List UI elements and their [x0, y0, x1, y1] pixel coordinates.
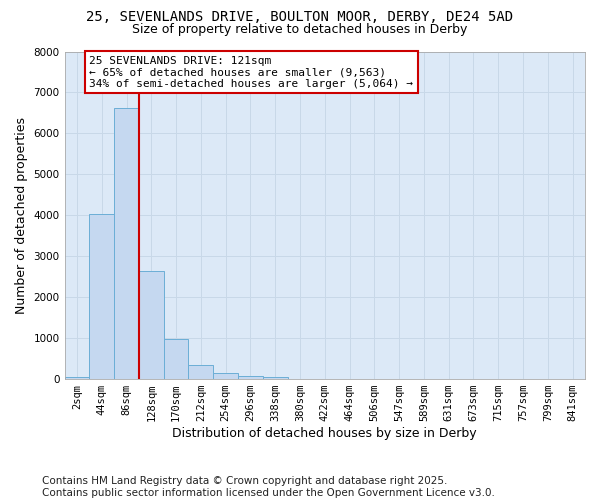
Bar: [188, 365, 213, 379]
Bar: [114, 108, 139, 379]
Bar: [263, 377, 287, 379]
Text: 25, SEVENLANDS DRIVE, BOULTON MOOR, DERBY, DE24 5AD: 25, SEVENLANDS DRIVE, BOULTON MOOR, DERB…: [86, 10, 514, 24]
Bar: [238, 376, 263, 379]
Bar: [89, 214, 114, 379]
Y-axis label: Number of detached properties: Number of detached properties: [15, 117, 28, 314]
Text: 25 SEVENLANDS DRIVE: 121sqm
← 65% of detached houses are smaller (9,563)
34% of : 25 SEVENLANDS DRIVE: 121sqm ← 65% of det…: [89, 56, 413, 89]
Bar: [213, 374, 238, 379]
Text: Contains HM Land Registry data © Crown copyright and database right 2025.
Contai: Contains HM Land Registry data © Crown c…: [42, 476, 495, 498]
Bar: [65, 376, 89, 379]
Text: Size of property relative to detached houses in Derby: Size of property relative to detached ho…: [133, 22, 467, 36]
X-axis label: Distribution of detached houses by size in Derby: Distribution of detached houses by size …: [172, 427, 477, 440]
Bar: [164, 340, 188, 379]
Bar: [139, 271, 164, 379]
